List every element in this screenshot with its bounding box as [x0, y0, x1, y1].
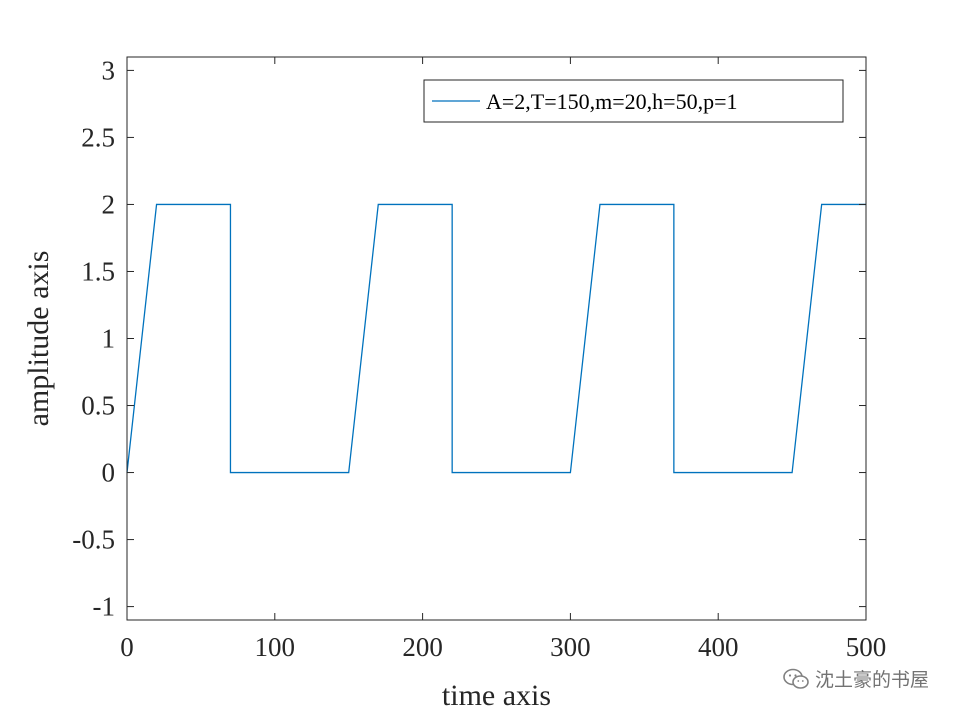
legend-box: [423, 79, 844, 123]
x-tick-label: 300: [550, 632, 591, 662]
y-tick-label: -1: [93, 592, 116, 622]
x-tick-label: 400: [698, 632, 739, 662]
x-tick-label: 200: [402, 632, 443, 662]
tick-marks: [126, 57, 867, 620]
y-tick-label: 3: [102, 55, 116, 85]
y-tick-label: 0: [102, 458, 116, 488]
y-tick-label: 2: [102, 189, 116, 219]
y-tick-label: -0.5: [72, 525, 115, 555]
x-axis-label: time axis: [442, 679, 551, 712]
y-tick-label: 0.5: [81, 391, 115, 421]
plot-background: [127, 57, 866, 620]
x-tick-label: 500: [846, 632, 887, 662]
legend-label: A=2,T=150,m=20,h=50,p=1: [486, 89, 737, 114]
y-tick-label: 2.5: [81, 122, 115, 152]
x-tick-label: 0: [120, 632, 134, 662]
y-axis-label: amplitude axis: [22, 251, 55, 427]
series-layer: [126, 203, 866, 474]
watermark-text: 沈土豪的书屋: [814, 669, 929, 691]
watermark: 沈土豪的书屋: [783, 665, 929, 692]
series-line-0: [126, 203, 866, 474]
y-tick-label: 1: [102, 324, 116, 354]
tick-labels: 0 100 200 300 400 500 -1 -0.5 0 0.5 1 1.5 2 2.5 3: [72, 55, 886, 662]
y-tick-label: 1.5: [81, 256, 115, 286]
wechat-icon: [783, 668, 809, 689]
plot-area: [127, 57, 866, 620]
legend: A=2,T=150,m=20,h=50,p=1: [423, 79, 844, 123]
x-tick-label: 100: [255, 632, 296, 662]
